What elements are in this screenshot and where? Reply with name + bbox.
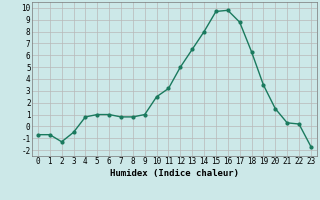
X-axis label: Humidex (Indice chaleur): Humidex (Indice chaleur) xyxy=(110,169,239,178)
